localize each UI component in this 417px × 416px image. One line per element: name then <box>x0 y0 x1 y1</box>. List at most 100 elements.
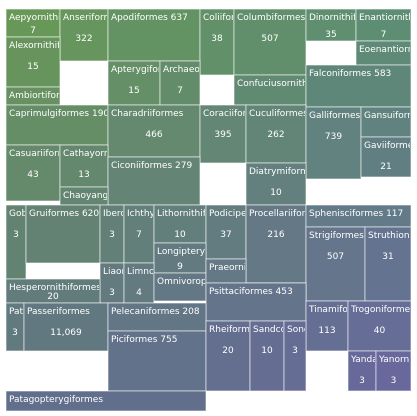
treemap-tile[interactable]: Casuariiformes 43 <box>5 144 77 202</box>
treemap-tile-label: Enantiornithes <box>359 13 417 23</box>
treemap-tile-label: Anseriformes <box>63 13 123 23</box>
treemap-tile-rect <box>355 8 412 42</box>
treemap-tile-rect <box>283 320 307 392</box>
treemap-tile[interactable]: Coliiformes 38 <box>199 8 254 76</box>
treemap-tile[interactable]: Tinamiformes 113 <box>305 300 371 352</box>
treemap-tile-rect <box>245 104 307 164</box>
treemap-tile[interactable]: Psittaciformes 453 <box>205 282 307 322</box>
treemap-tile-value: 10 <box>261 346 273 356</box>
treemap-tile-label: Cuculiformes <box>249 109 308 119</box>
treemap-tile[interactable]: Coraciiformes 395 <box>199 104 265 164</box>
treemap-tile[interactable]: Apodiformes 637 <box>107 8 201 62</box>
treemap-tile-rect <box>305 300 349 352</box>
treemap-tile-value: 38 <box>211 34 223 44</box>
treemap-tile[interactable]: Yanornithiformes 3 <box>375 350 417 392</box>
treemap-tile[interactable]: Patagopterygiformes <box>5 390 207 412</box>
treemap-tile-label: Passeriformes <box>27 307 90 317</box>
treemap-tile-value: 11,069 <box>50 328 82 338</box>
treemap-tile-rect <box>249 320 285 392</box>
treemap-tile-rect <box>305 226 366 302</box>
treemap-tile-label: Pelecaniformes 208 <box>111 307 200 317</box>
treemap-tile-label: Ichthyornithiformes <box>127 209 215 219</box>
treemap-tile[interactable]: Charadriiformes 466 <box>107 104 201 158</box>
treemap-tile[interactable]: Sandcoleiformes 10 <box>249 320 328 392</box>
treemap-tile[interactable]: Cuculiformes 262 <box>245 104 308 164</box>
treemap-tile[interactable]: Iberomesornithiformes 3 <box>99 204 205 264</box>
treemap-tile[interactable]: Apterygiformes 15 <box>107 60 181 106</box>
treemap-tile-label: Eoenantiornithiformes <box>359 45 417 55</box>
treemap-tile-rect <box>153 272 207 302</box>
treemap-tile-label: Limnofregatiformes <box>127 267 215 277</box>
treemap-tile-label: Aepyornithiformes <box>9 13 92 23</box>
treemap-tile[interactable]: Columbiformes 507 <box>233 8 307 76</box>
treemap-tile[interactable]: Alexornithiformes 15 <box>5 36 89 88</box>
treemap-tile-value: 3 <box>391 376 397 386</box>
treemap-tile[interactable]: Piciformes 755 <box>107 330 207 392</box>
treemap-tile-value: 40 <box>374 326 386 336</box>
treemap-tile-value: 15 <box>27 62 38 72</box>
treemap-tile-rect <box>107 8 201 62</box>
treemap-tile-value: 322 <box>75 34 92 44</box>
treemap-tile[interactable]: Rheiformes 20 <box>205 320 261 392</box>
treemap-tile-value: 7 <box>30 26 36 36</box>
treemap-tile-label: Diatrymiformes <box>249 167 319 177</box>
treemap-tile-rect <box>107 156 201 206</box>
treemap-tile-rect <box>347 300 412 352</box>
treemap-tile-label: Omnivoropterygiformes <box>157 277 264 287</box>
treemap-tile[interactable]: Diatrymiformes 10 <box>245 162 319 206</box>
treemap-tile-label: Caprimulgiformes 190 <box>9 109 109 119</box>
treemap-tile[interactable]: Omnivoropterygiformes <box>153 272 264 302</box>
treemap-tile[interactable]: Sphenisciformes 117 <box>305 204 412 228</box>
treemap-tile[interactable]: Struthioniformes 31 <box>364 226 417 302</box>
treemap-tile-rect <box>375 350 412 392</box>
treemap-tile[interactable]: Eoenantiornithiformes <box>355 40 417 66</box>
treemap-tile[interactable]: Pelecaniformes 208 <box>107 302 207 332</box>
treemap-tile[interactable]: Archaeopterygiformes 7 <box>159 60 263 106</box>
treemap-tile-label: Chaoyangiformes <box>63 191 142 201</box>
treemap-tile-value: 15 <box>128 86 139 96</box>
treemap-tile[interactable]: Gruiformes 620 <box>25 204 101 264</box>
treemap-tile-rect <box>233 8 307 76</box>
treemap-tile[interactable]: Falconiformes 583 <box>305 64 412 108</box>
treemap-tile[interactable]: Passeriformes 11,069 <box>23 302 109 352</box>
treemap-tile-label: Apterygiformes <box>111 65 181 75</box>
treemap-tile-label: Podicipediformes <box>209 209 286 219</box>
treemap-tile[interactable]: Enantiornithes 7 <box>355 8 417 42</box>
treemap-tile-label: Archaeopterygiformes <box>163 65 263 75</box>
treemap-tile-label: Columbiformes <box>237 13 305 23</box>
treemap-tile[interactable]: Confuciusornithiformes <box>233 74 342 106</box>
treemap-tile-label: Trogoniformes <box>350 305 415 315</box>
treemap-tile[interactable]: Gansuiformes <box>360 106 417 138</box>
treemap-tile-value: 35 <box>325 30 336 40</box>
treemap-tile-value: 3 <box>359 376 365 386</box>
treemap-tile-label: Ciconiiformes 279 <box>111 161 192 171</box>
treemap-tile[interactable]: Trogoniformes 40 <box>347 300 415 352</box>
treemap-tile[interactable]: Caprimulgiformes 190 <box>5 104 109 146</box>
treemap-tile-rect <box>245 204 307 284</box>
treemap-tile-rect <box>5 278 101 304</box>
treemap-tile-label: Liaoningornithiformes <box>103 267 202 277</box>
treemap-tile[interactable]: Anseriformes 322 <box>59 8 123 62</box>
treemap-tile[interactable]: Aepyornithiformes 7 <box>5 8 92 38</box>
treemap-tile-label: Longipterygiformes <box>157 247 245 257</box>
treemap-tile[interactable]: Ciconiiformes 279 <box>107 156 201 206</box>
treemap-tile-label: Procellariiformes <box>249 209 325 219</box>
treemap-tile-rect <box>199 8 235 76</box>
treemap-tile-rect <box>5 104 109 146</box>
treemap-tile[interactable]: Galliformes 739 <box>305 106 362 180</box>
treemap-tile-value: 216 <box>267 230 284 240</box>
treemap-tile-value: 37 <box>220 230 231 240</box>
treemap-tile[interactable]: Strigiformes 507 <box>305 226 366 302</box>
treemap-tile-label: Sandcoleiformes <box>253 325 328 335</box>
treemap-tile-label: Praeornithiformes <box>209 263 290 273</box>
treemap-tile-value: 3 <box>292 346 298 356</box>
treemap-tile-label: Gobipterygiformes <box>9 209 93 219</box>
treemap-tile-value: 7 <box>136 230 142 240</box>
treemap-tile[interactable]: Gaviiformes 21 <box>360 136 417 178</box>
treemap-tile[interactable]: Songziiformes 3 <box>283 320 351 392</box>
treemap-tile-label: Strigiformes <box>309 231 364 241</box>
treemap-tile-label: Yanornithiformes <box>378 355 417 365</box>
treemap-tile[interactable]: Procellariiformes 216 <box>245 204 325 284</box>
treemap-tile-rect <box>5 36 61 88</box>
